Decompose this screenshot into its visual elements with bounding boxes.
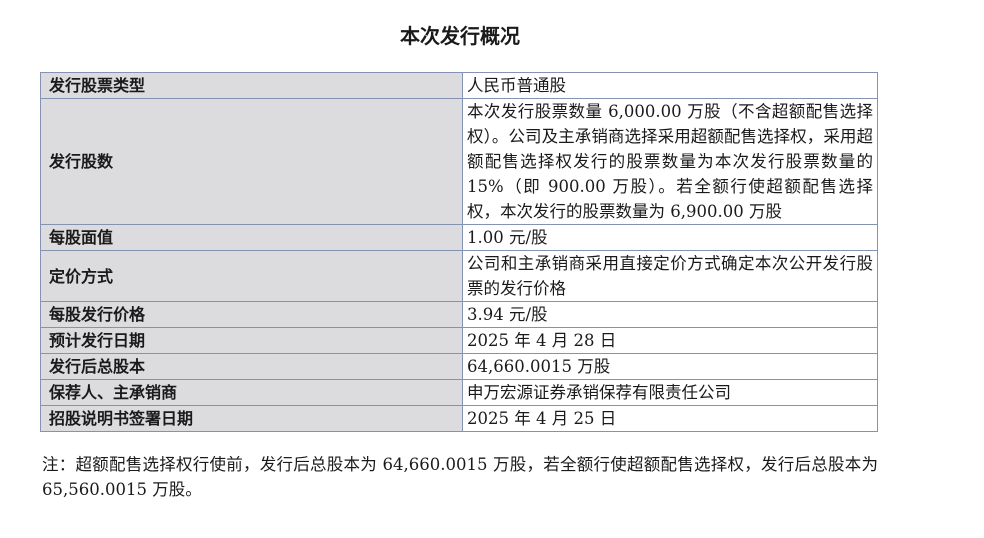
table-row: 保荐人、主承销商 申万宏源证券承销保荐有限责任公司 (40, 379, 878, 406)
row-label: 发行后总股本 (40, 353, 463, 380)
offering-summary-table: 发行股票类型 人民币普通股 发行股数 本次发行股票数量 6,000.00 万股（不含超… (40, 72, 878, 432)
row-value: 64,660.0015 万股 (462, 353, 878, 380)
row-label: 定价方式 (40, 250, 463, 302)
table-row: 招股说明书签署日期 2025 年 4 月 25 日 (40, 405, 878, 432)
row-value: 1.00 元/股 (462, 224, 878, 251)
row-value: 本次发行股票数量 6,000.00 万股（不含超额配售选择权）。公司及主承销商选… (462, 98, 878, 225)
table-row: 发行股数 本次发行股票数量 6,000.00 万股（不含超额配售选择权）。公司及主… (40, 98, 878, 225)
table-row: 预计发行日期 2025 年 4 月 28 日 (40, 327, 878, 354)
table-row: 定价方式 公司和主承销商采用直接定价方式确定本次公开发行股票的发行价格 (40, 250, 878, 302)
footnote: 注：超额配售选择权行使前，发行后总股本为 64,660.0015 万股，若全额行… (42, 455, 878, 499)
row-label: 每股发行价格 (40, 301, 463, 328)
table-row: 发行后总股本 64,660.0015 万股 (40, 353, 878, 380)
row-value: 3.94 元/股 (462, 301, 878, 328)
table-row: 发行股票类型 人民币普通股 (40, 72, 878, 99)
table-row: 每股发行价格 3.94 元/股 (40, 301, 878, 328)
row-value: 2025 年 4 月 25 日 (462, 405, 878, 432)
row-label: 招股说明书签署日期 (40, 405, 463, 432)
page-title: 本次发行概况 (400, 24, 520, 48)
row-label: 保荐人、主承销商 (40, 379, 463, 406)
row-value: 申万宏源证券承销保荐有限责任公司 (462, 379, 878, 406)
row-label: 预计发行日期 (40, 327, 463, 354)
row-value: 2025 年 4 月 28 日 (462, 327, 878, 354)
row-value: 公司和主承销商采用直接定价方式确定本次公开发行股票的发行价格 (462, 250, 878, 302)
row-label: 发行股票类型 (40, 72, 463, 99)
row-label: 发行股数 (40, 98, 463, 225)
table-row: 每股面值 1.00 元/股 (40, 224, 878, 251)
row-label: 每股面值 (40, 224, 463, 251)
row-value: 人民币普通股 (462, 72, 878, 99)
